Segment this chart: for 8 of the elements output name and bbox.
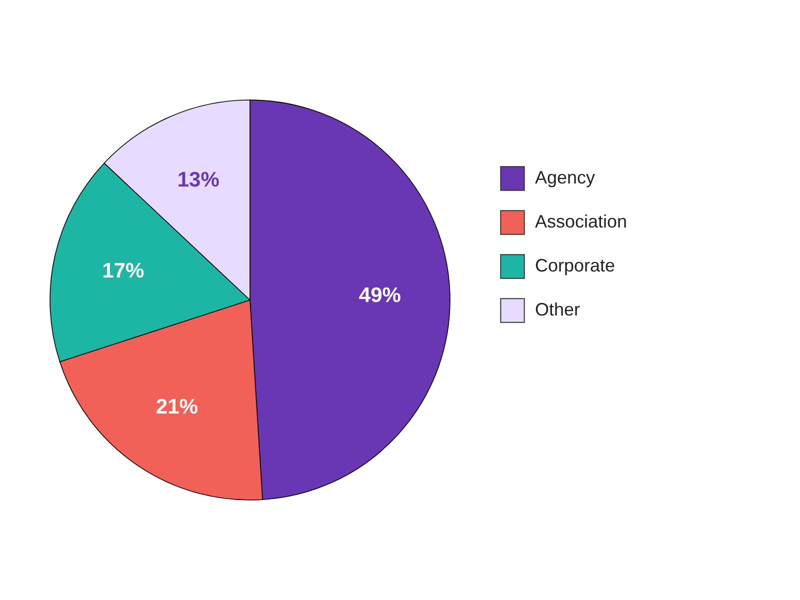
legend-label: Association	[535, 212, 628, 232]
legend-label: Agency	[535, 168, 596, 188]
data-label: 49%	[358, 284, 402, 307]
data-label: 13%	[177, 168, 220, 192]
data-label: 21%	[156, 396, 198, 419]
legend-label: Corporate	[535, 256, 616, 276]
data-label: 17%	[102, 260, 144, 283]
legend-label: Other	[535, 300, 580, 320]
